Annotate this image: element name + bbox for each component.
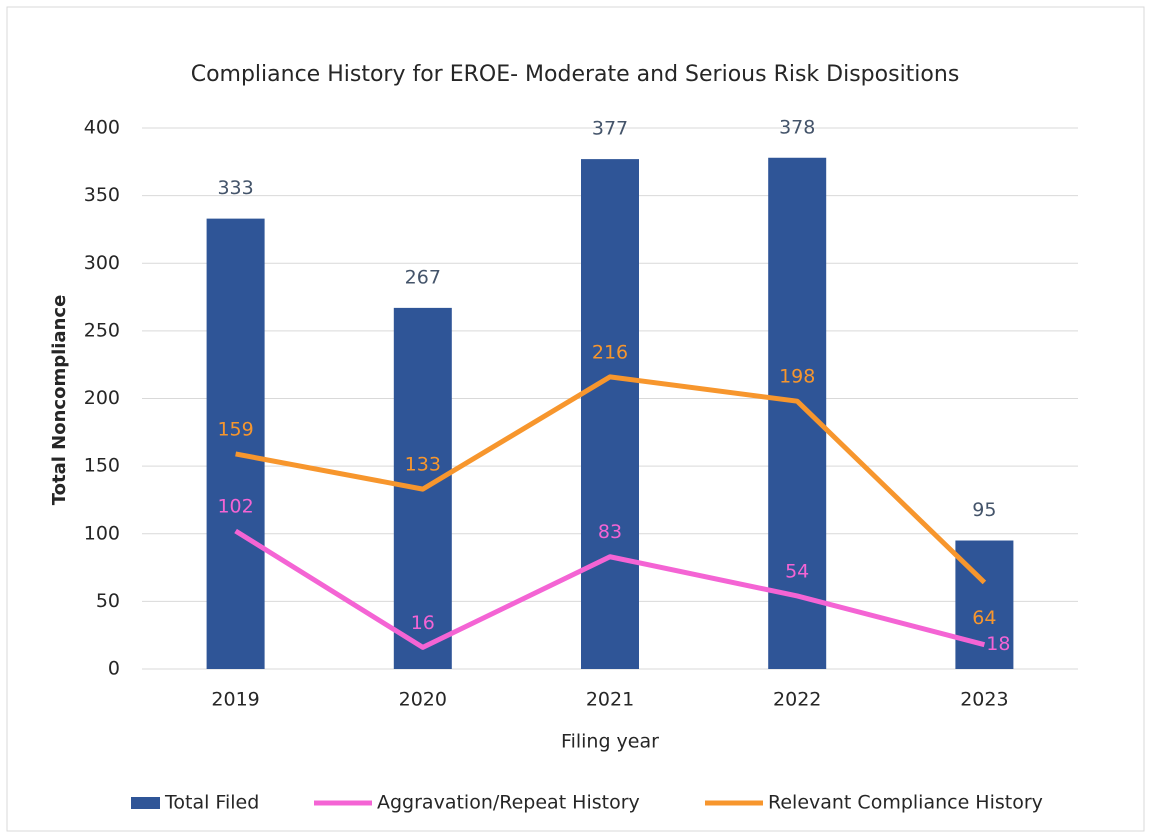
data-label: 18 <box>986 633 1010 655</box>
data-label: 133 <box>405 454 441 476</box>
data-label: 64 <box>972 607 996 629</box>
data-label: 83 <box>598 521 622 543</box>
data-label: 378 <box>779 116 815 138</box>
data-label: 267 <box>405 266 441 288</box>
data-label: 333 <box>217 177 253 199</box>
x-tick-label: 2022 <box>773 689 821 711</box>
bar <box>581 159 639 670</box>
data-label: 377 <box>592 118 628 140</box>
data-label: 159 <box>217 418 253 440</box>
data-label: 95 <box>972 499 996 521</box>
y-tick-label: 0 <box>108 658 120 680</box>
x-tick-label: 2023 <box>960 689 1008 711</box>
legend-label: Relevant Compliance History <box>768 792 1043 814</box>
chart-border <box>6 6 1145 832</box>
legend-label: Total Filed <box>164 792 259 814</box>
x-tick-label: 2019 <box>211 689 259 711</box>
y-tick-label: 50 <box>96 590 120 612</box>
data-label: 216 <box>592 341 628 363</box>
bar <box>206 218 265 669</box>
x-axis-label: Filing year <box>561 731 659 753</box>
bar <box>768 157 827 669</box>
data-label: 54 <box>785 560 809 582</box>
y-tick-label: 300 <box>84 252 120 274</box>
data-label: 16 <box>411 612 435 634</box>
y-tick-label: 350 <box>84 184 120 206</box>
x-tick-label: 2020 <box>399 689 447 711</box>
line <box>235 374 987 585</box>
x-tick-label: 2021 <box>586 689 634 711</box>
y-tick-label: 150 <box>84 455 120 477</box>
line <box>234 528 986 650</box>
y-tick-label: 400 <box>84 117 120 139</box>
y-tick-label: 200 <box>84 387 120 409</box>
y-tick-label: 250 <box>84 319 120 341</box>
data-label: 198 <box>779 366 815 388</box>
chart-title: Compliance History for EROE- Moderate an… <box>191 62 960 87</box>
legend-swatch <box>131 797 160 809</box>
data-label: 102 <box>217 496 253 518</box>
y-axis-label: Total Noncompliance <box>49 295 70 506</box>
y-tick-label: 100 <box>84 522 120 544</box>
legend-label: Aggravation/Repeat History <box>377 792 640 814</box>
